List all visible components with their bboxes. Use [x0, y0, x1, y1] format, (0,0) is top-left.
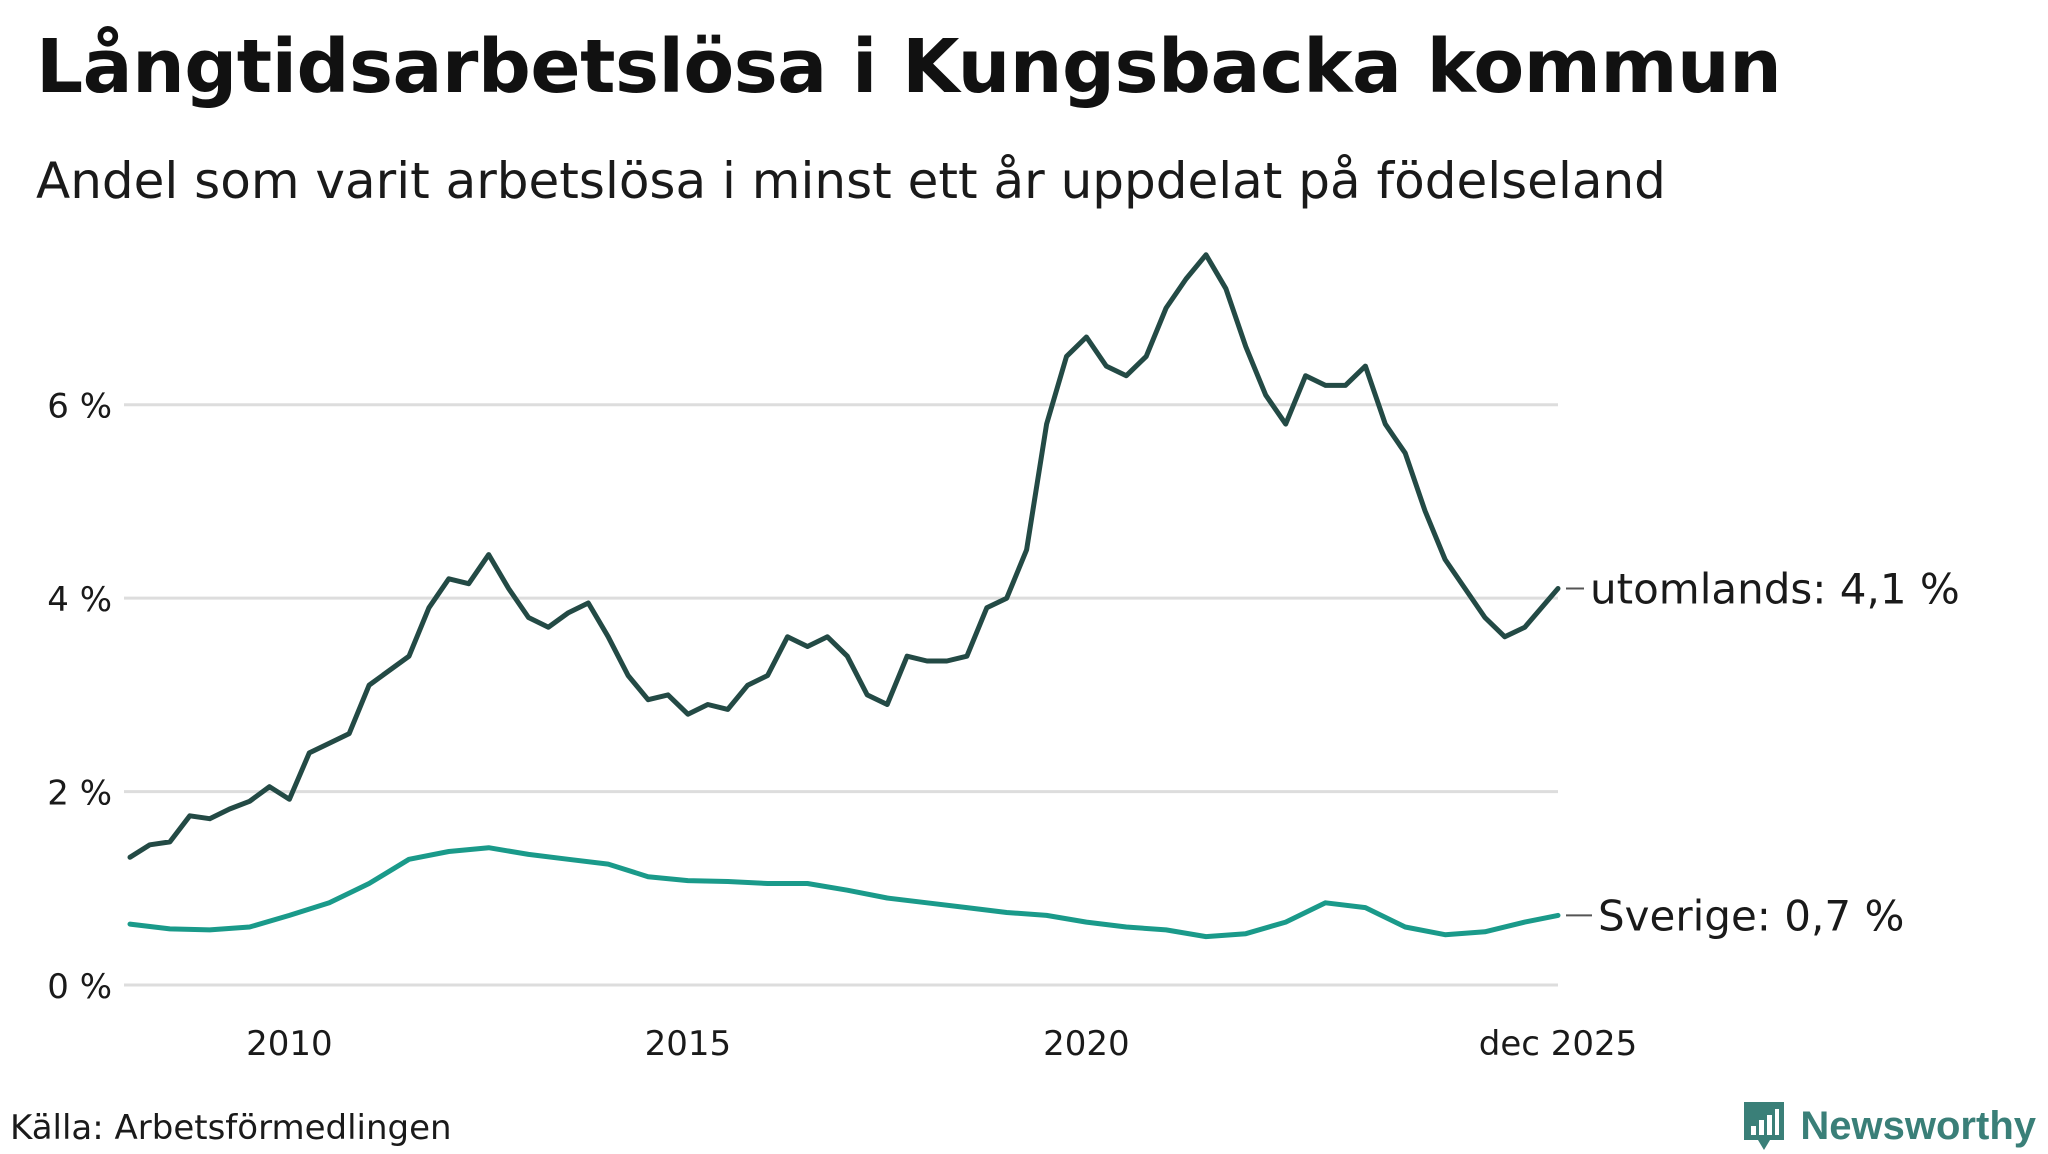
- brand-logo: Newsworthy: [1740, 1098, 2036, 1154]
- y-axis-ticks: 0 % 2 % 4 % 6 %: [47, 387, 112, 1007]
- series-lines: [127, 252, 1561, 940]
- y-tick-label: 6 %: [47, 387, 112, 427]
- x-axis-ticks: 2010 2015 2020 dec 2025: [246, 1024, 1637, 1064]
- gridlines: [124, 403, 1558, 987]
- source-note: Källa: Arbetsförmedlingen: [10, 1108, 452, 1148]
- y-tick-label: 4 %: [47, 580, 112, 620]
- y-tick-label: 2 %: [47, 774, 112, 814]
- series-line-sverige: [127, 845, 1561, 940]
- series-end-labels: utomlands: 4,1 % Sverige: 0,7 %: [1566, 564, 1960, 940]
- x-tick-label: 2010: [246, 1024, 333, 1064]
- x-tick-label: 2015: [645, 1024, 732, 1064]
- series-line-utomlands: [127, 252, 1561, 860]
- series-end-label-utomlands: utomlands: 4,1 %: [1590, 564, 1960, 613]
- chart-subtitle: Andel som varit arbetslösa i minst ett å…: [36, 152, 1666, 210]
- brand-name: Newsworthy: [1800, 1103, 2036, 1148]
- chart-title: Långtidsarbetslösa i Kungsbacka kommun: [36, 24, 1782, 110]
- series-end-label-sverige: Sverige: 0,7 %: [1598, 891, 1904, 940]
- x-tick-label: dec 2025: [1479, 1024, 1638, 1064]
- y-tick-label: 0 %: [47, 967, 112, 1007]
- x-tick-label: 2020: [1043, 1024, 1130, 1064]
- newsworthy-chart-logo-icon: [1744, 1102, 1785, 1150]
